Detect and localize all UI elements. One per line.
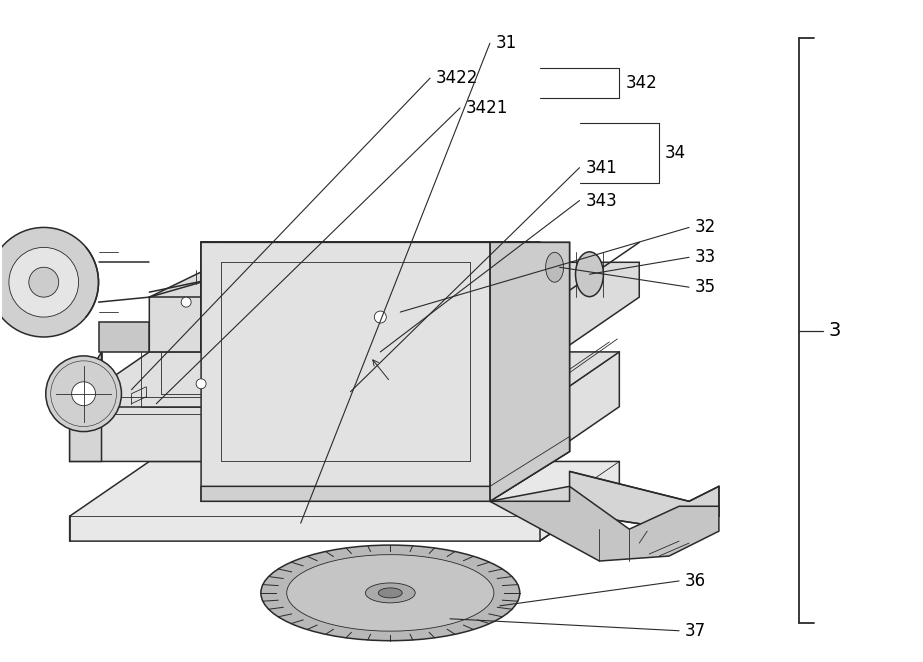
Circle shape — [196, 379, 206, 389]
Polygon shape — [99, 322, 150, 352]
Ellipse shape — [378, 588, 402, 598]
Ellipse shape — [545, 252, 564, 282]
Ellipse shape — [261, 545, 520, 641]
Text: 35: 35 — [695, 278, 716, 296]
Ellipse shape — [366, 583, 415, 603]
Ellipse shape — [576, 252, 604, 297]
Circle shape — [9, 248, 78, 317]
Ellipse shape — [287, 555, 494, 631]
Polygon shape — [490, 242, 569, 501]
Text: 33: 33 — [695, 248, 716, 266]
Text: 31: 31 — [496, 34, 517, 52]
Polygon shape — [201, 436, 569, 501]
Polygon shape — [201, 242, 540, 352]
Polygon shape — [69, 461, 619, 541]
Circle shape — [72, 382, 96, 406]
Polygon shape — [150, 262, 640, 352]
Polygon shape — [490, 487, 719, 561]
Text: 32: 32 — [695, 218, 716, 236]
Circle shape — [181, 297, 191, 307]
Text: 3421: 3421 — [466, 99, 509, 117]
Text: 36: 36 — [685, 572, 706, 590]
Circle shape — [0, 228, 99, 337]
Polygon shape — [69, 352, 102, 461]
Text: 3: 3 — [829, 322, 841, 340]
Text: 3422: 3422 — [436, 69, 478, 87]
Text: 37: 37 — [685, 622, 706, 639]
Text: 342: 342 — [625, 74, 657, 92]
Circle shape — [29, 267, 59, 297]
Text: 343: 343 — [585, 191, 617, 210]
Polygon shape — [201, 242, 569, 501]
Text: 341: 341 — [585, 159, 617, 177]
Circle shape — [46, 356, 122, 432]
Polygon shape — [69, 352, 619, 461]
Circle shape — [375, 311, 387, 323]
Polygon shape — [490, 471, 719, 531]
Text: 34: 34 — [665, 144, 687, 162]
